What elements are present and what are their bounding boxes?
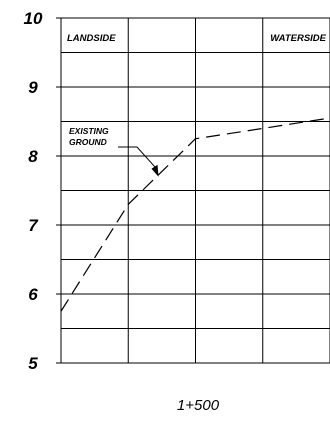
- x-axis-label: 1+500: [177, 397, 220, 414]
- annotation: EXISTING GROUND: [69, 126, 159, 177]
- y-tick-label: 6: [28, 285, 38, 304]
- annotation-line-1: EXISTING: [69, 126, 109, 136]
- series-line: [60, 117, 330, 312]
- annotation-leader: [118, 146, 157, 170]
- y-tick-label: 8: [28, 147, 38, 166]
- y-tick-label: 10: [24, 9, 43, 28]
- y-tick-label: 7: [28, 216, 39, 235]
- right-side-label: WATERSIDE: [270, 33, 326, 44]
- annotation-line-2: GROUND: [69, 137, 107, 147]
- left-side-label: LANDSIDE: [67, 33, 116, 44]
- y-tick-labels: 5 6 7 8 9 10: [24, 9, 43, 373]
- grid: [56, 17, 330, 364]
- series-group: [60, 117, 330, 312]
- y-tick-label: 5: [28, 354, 38, 373]
- annotation-arrowhead: [151, 164, 159, 177]
- y-tick-label: 9: [28, 78, 38, 97]
